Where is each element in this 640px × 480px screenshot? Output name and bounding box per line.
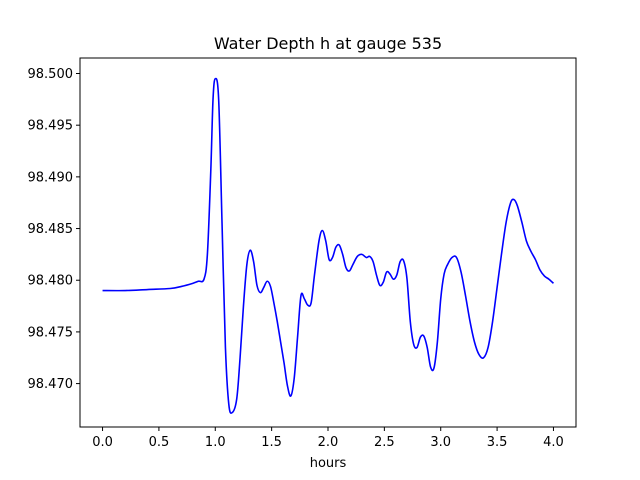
chart-title: Water Depth h at gauge 535 xyxy=(214,34,442,53)
x-axis-label: hours xyxy=(310,456,347,471)
x-tick-label: 1.0 xyxy=(205,435,226,450)
y-tick-label: 98.500 xyxy=(28,67,74,82)
y-tick-label: 98.480 xyxy=(28,274,74,289)
y-tick-label: 98.475 xyxy=(28,325,74,340)
x-tick-label: 3.0 xyxy=(430,435,451,450)
y-axis: 98.470 98.475 98.480 98.485 98.490 98.495 98.5… xyxy=(28,67,80,392)
x-tick-label: 0.0 xyxy=(92,435,113,450)
x-tick-label: 3.5 xyxy=(487,435,508,450)
x-tick-label: 4.0 xyxy=(543,435,564,450)
series-line-0 xyxy=(102,77,554,414)
y-tick-label: 98.470 xyxy=(28,377,74,392)
x-tick-label: 2.5 xyxy=(374,435,395,450)
x-axis: 0.0 0.5 1.0 1.5 2.0 2.5 3.0 3.5 4.0 xyxy=(92,427,564,450)
plot-area xyxy=(102,77,554,414)
y-tick-label: 98.485 xyxy=(28,222,74,237)
y-tick-label: 98.495 xyxy=(28,119,74,134)
x-tick-label: 0.5 xyxy=(149,435,170,450)
y-tick-label: 98.490 xyxy=(28,170,74,185)
x-tick-label: 2.0 xyxy=(318,435,339,450)
x-tick-label: 1.5 xyxy=(261,435,282,450)
